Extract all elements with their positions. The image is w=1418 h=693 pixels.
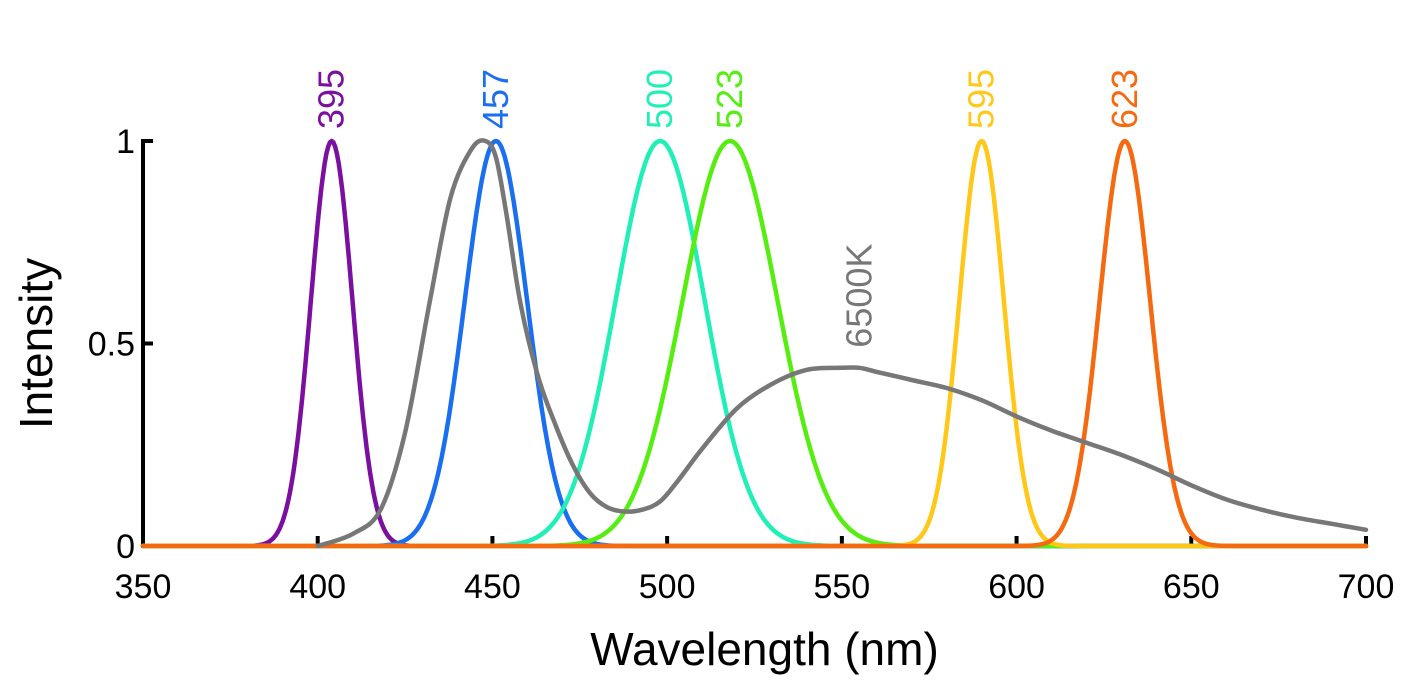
series-curves bbox=[140, 138, 1369, 549]
y-axis-title: Intensity bbox=[10, 258, 62, 429]
ticks: 350 400 450 500 550 600 650 700 0 0.5 1 bbox=[88, 123, 1395, 606]
x-tick-label: 400 bbox=[289, 568, 346, 606]
x-axis-title: Wavelength (nm) bbox=[590, 623, 939, 675]
y-tick-label: 1 bbox=[116, 123, 135, 161]
y-tick-label: 0.5 bbox=[88, 326, 135, 364]
x-tick-label: 500 bbox=[639, 568, 696, 606]
series-label-395: 395 bbox=[311, 69, 352, 129]
x-tick-label: 700 bbox=[1338, 568, 1395, 606]
x-tick-label: 650 bbox=[1163, 568, 1220, 606]
series-line-6500k bbox=[315, 138, 1369, 549]
x-tick-label: 550 bbox=[813, 568, 870, 606]
series-line-523 bbox=[140, 138, 1369, 549]
series-line-457 bbox=[140, 138, 1369, 549]
series-line-623 bbox=[140, 138, 1369, 549]
y-tick-label: 0 bbox=[116, 528, 135, 566]
series-label-623: 623 bbox=[1104, 69, 1145, 129]
series-line-395 bbox=[140, 138, 1369, 549]
series-line-500 bbox=[140, 138, 1369, 549]
x-tick-label: 350 bbox=[115, 568, 172, 606]
peak-labels: 395 457 500 523 595 623 6500K bbox=[311, 69, 1145, 348]
series-label-523: 523 bbox=[709, 69, 750, 129]
x-tick-label: 450 bbox=[464, 568, 521, 606]
series-label-6500k: 6500K bbox=[838, 244, 879, 348]
series-label-595: 595 bbox=[961, 69, 1002, 129]
series-label-457: 457 bbox=[475, 69, 516, 129]
x-tick-label: 600 bbox=[988, 568, 1045, 606]
series-line-595 bbox=[140, 138, 1369, 549]
series-label-500: 500 bbox=[639, 69, 680, 129]
